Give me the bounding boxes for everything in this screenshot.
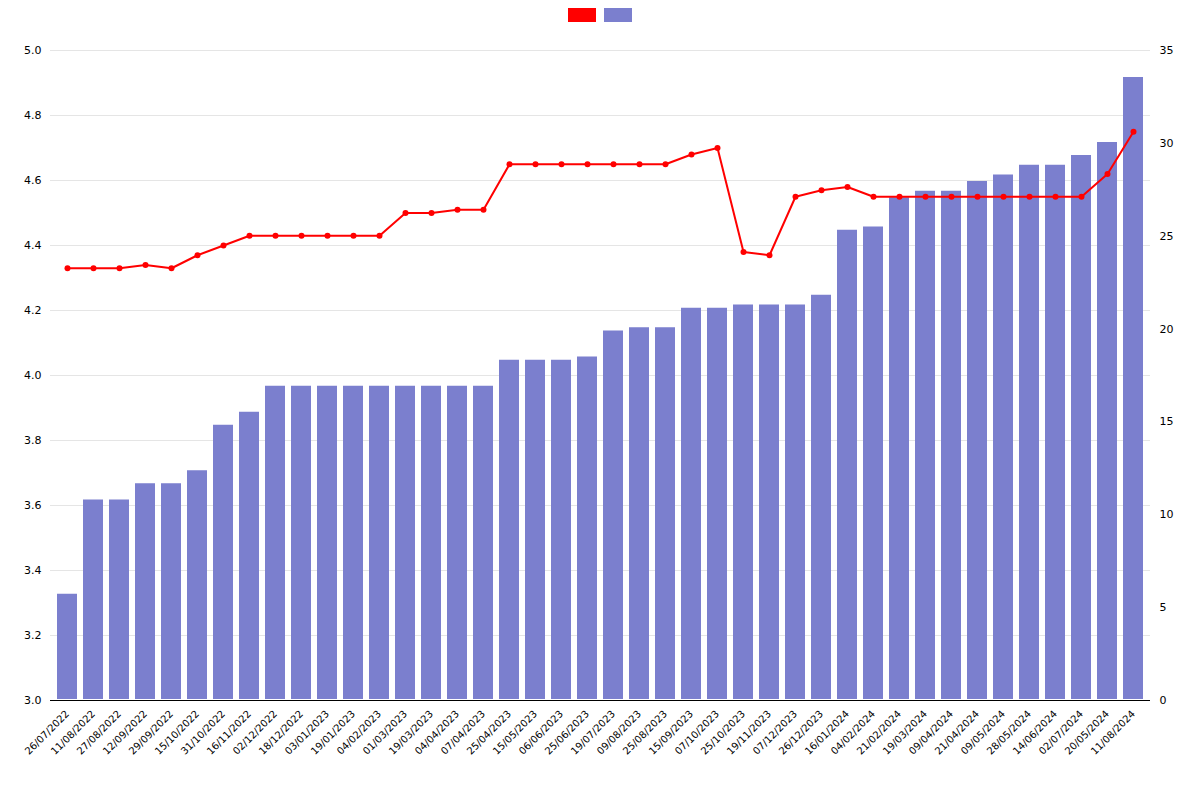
svg-text:19/03/2024: 19/03/2024 (880, 708, 930, 757)
svg-text:12/09/2022: 12/09/2022 (100, 708, 150, 757)
svg-text:4.0: 4.0 (24, 369, 42, 382)
svg-text:26/07/2022: 26/07/2022 (22, 708, 72, 757)
svg-text:04/02/2024: 04/02/2024 (828, 708, 878, 757)
svg-text:3.8: 3.8 (24, 434, 42, 447)
svg-text:35: 35 (1160, 44, 1174, 57)
svg-text:4.6: 4.6 (24, 174, 42, 187)
svg-text:5.0: 5.0 (24, 44, 42, 57)
svg-text:27/08/2022: 27/08/2022 (74, 708, 124, 757)
svg-text:30: 30 (1160, 137, 1174, 150)
svg-text:15/09/2023: 15/09/2023 (646, 708, 696, 757)
svg-text:3.2: 3.2 (24, 629, 42, 642)
svg-text:09/04/2024: 09/04/2024 (906, 708, 956, 757)
svg-text:3.6: 3.6 (24, 499, 42, 512)
svg-text:0: 0 (1160, 694, 1167, 707)
svg-text:4.8: 4.8 (24, 109, 42, 122)
svg-text:06/06/2023: 06/06/2023 (516, 708, 566, 757)
svg-text:5: 5 (1160, 601, 1167, 614)
svg-text:3.4: 3.4 (24, 564, 42, 577)
svg-text:07/12/2023: 07/12/2023 (750, 708, 800, 757)
svg-text:29/09/2022: 29/09/2022 (126, 708, 176, 757)
svg-text:25/08/2023: 25/08/2023 (620, 708, 670, 757)
svg-text:07/10/2023: 07/10/2023 (672, 708, 722, 757)
svg-text:19/07/2023: 19/07/2023 (568, 708, 618, 757)
svg-text:14/06/2024: 14/06/2024 (1010, 708, 1060, 757)
svg-text:09/05/2024: 09/05/2024 (958, 708, 1008, 757)
svg-text:11/08/2024: 11/08/2024 (1089, 708, 1138, 757)
svg-text:03/01/2023: 03/01/2023 (282, 708, 332, 757)
svg-text:01/03/2023: 01/03/2023 (360, 708, 410, 757)
svg-text:04/02/2023: 04/02/2023 (334, 708, 384, 757)
svg-text:18/12/2022: 18/12/2022 (256, 708, 306, 757)
svg-text:4.2: 4.2 (24, 304, 42, 317)
svg-text:25/04/2023: 25/04/2023 (464, 708, 514, 757)
svg-text:19/11/2023: 19/11/2023 (724, 708, 774, 757)
svg-text:19/01/2023: 19/01/2023 (308, 708, 358, 757)
svg-text:19/03/2023: 19/03/2023 (386, 708, 436, 757)
svg-text:16/01/2024: 16/01/2024 (802, 708, 852, 757)
svg-text:20/05/2024: 20/05/2024 (1062, 708, 1112, 757)
svg-text:02/12/2022: 02/12/2022 (230, 708, 280, 757)
svg-text:15: 15 (1160, 415, 1174, 428)
svg-text:20: 20 (1160, 323, 1174, 336)
svg-text:15/10/2022: 15/10/2022 (152, 708, 202, 757)
svg-text:07/04/2023: 07/04/2023 (438, 708, 488, 757)
svg-text:31/10/2022: 31/10/2022 (178, 708, 228, 757)
svg-text:25/10/2023: 25/10/2023 (698, 708, 748, 757)
svg-text:16/11/2022: 16/11/2022 (204, 708, 254, 757)
svg-text:10: 10 (1160, 508, 1174, 521)
svg-text:25: 25 (1160, 230, 1174, 243)
svg-text:26/12/2023: 26/12/2023 (776, 708, 826, 757)
svg-text:28/05/2024: 28/05/2024 (984, 708, 1034, 757)
svg-text:3.0: 3.0 (24, 694, 42, 707)
svg-text:11/08/2022: 11/08/2022 (48, 708, 98, 757)
svg-text:15/05/2023: 15/05/2023 (490, 708, 540, 757)
svg-text:04/04/2023: 04/04/2023 (412, 708, 462, 757)
svg-text:09/08/2023: 09/08/2023 (594, 708, 644, 757)
svg-text:25/06/2023: 25/06/2023 (542, 708, 592, 757)
svg-text:21/02/2024: 21/02/2024 (854, 708, 904, 757)
svg-text:4.4: 4.4 (24, 239, 42, 252)
svg-text:02/07/2024: 02/07/2024 (1036, 708, 1086, 757)
svg-text:21/04/2024: 21/04/2024 (932, 708, 982, 757)
